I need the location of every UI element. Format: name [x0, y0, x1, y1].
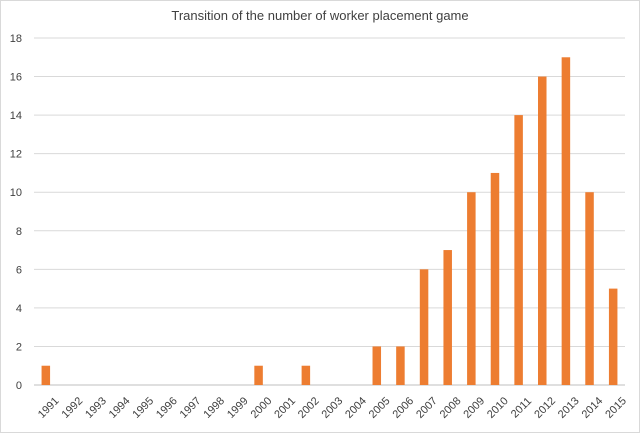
x-tick-label: 1996	[154, 395, 180, 421]
x-tick-label: 1991	[36, 395, 62, 421]
bar-2000	[254, 365, 263, 385]
bar-2013	[561, 57, 571, 386]
y-tick-label: 14	[10, 110, 22, 122]
x-tick-label: 2000	[249, 395, 275, 421]
y-tick-label: 6	[16, 264, 22, 276]
y-tick-label: 16	[10, 72, 22, 84]
gridlines	[34, 37, 625, 386]
x-tick-label: 2001	[272, 395, 298, 421]
x-tick-label: 2014	[580, 395, 606, 421]
y-axis-labels: 0 2 4 6 8 10 12 14 16 18	[10, 33, 22, 392]
y-tick-label: 8	[16, 226, 22, 238]
x-axis-labels: 1991199219931994199519961997199819992000…	[36, 395, 629, 421]
bar-2002	[301, 365, 311, 385]
bar-2009	[467, 192, 476, 385]
x-tick-label: 2004	[343, 395, 369, 421]
x-tick-label: 1995	[130, 395, 156, 421]
bar-2007	[419, 269, 429, 385]
x-tick-label: 2005	[367, 395, 393, 421]
x-tick-label: 1998	[201, 395, 227, 421]
y-tick-label: 10	[10, 187, 22, 199]
x-tick-label: 2002	[296, 395, 322, 421]
bar-2005	[372, 346, 382, 385]
x-tick-label: 1997	[178, 395, 204, 421]
x-tick-label: 1999	[225, 395, 251, 421]
x-tick-label: 2015	[603, 395, 629, 421]
bar-2012	[538, 76, 547, 386]
bar-1991	[41, 365, 51, 385]
bars	[41, 57, 618, 386]
bar-2008	[443, 250, 452, 385]
x-tick-label: 2006	[390, 395, 416, 421]
x-tick-label: 1992	[59, 395, 85, 421]
x-tick-label: 1994	[107, 395, 133, 421]
x-tick-label: 2003	[320, 395, 346, 421]
x-tick-label: 2008	[438, 395, 464, 421]
bar-2006	[396, 346, 405, 385]
x-tick-label: 1993	[83, 395, 109, 421]
x-tick-label: 2010	[485, 395, 511, 421]
x-tick-label: 2011	[509, 395, 534, 420]
x-tick-label: 2009	[461, 395, 487, 421]
y-tick-label: 12	[10, 149, 22, 161]
y-tick-label: 0	[16, 380, 22, 392]
bar-2014	[585, 192, 594, 385]
x-tick-label: 2007	[414, 395, 440, 421]
y-tick-label: 2	[16, 341, 22, 353]
x-tick-label: 2013	[556, 395, 582, 421]
bar-2010	[490, 172, 500, 385]
y-tick-label: 4	[16, 303, 22, 315]
chart-title: Transition of the number of worker place…	[171, 8, 469, 23]
bar-2011	[514, 115, 523, 385]
y-tick-label: 18	[10, 33, 22, 45]
bar-2015	[608, 288, 618, 385]
x-tick-label: 2012	[532, 395, 558, 421]
